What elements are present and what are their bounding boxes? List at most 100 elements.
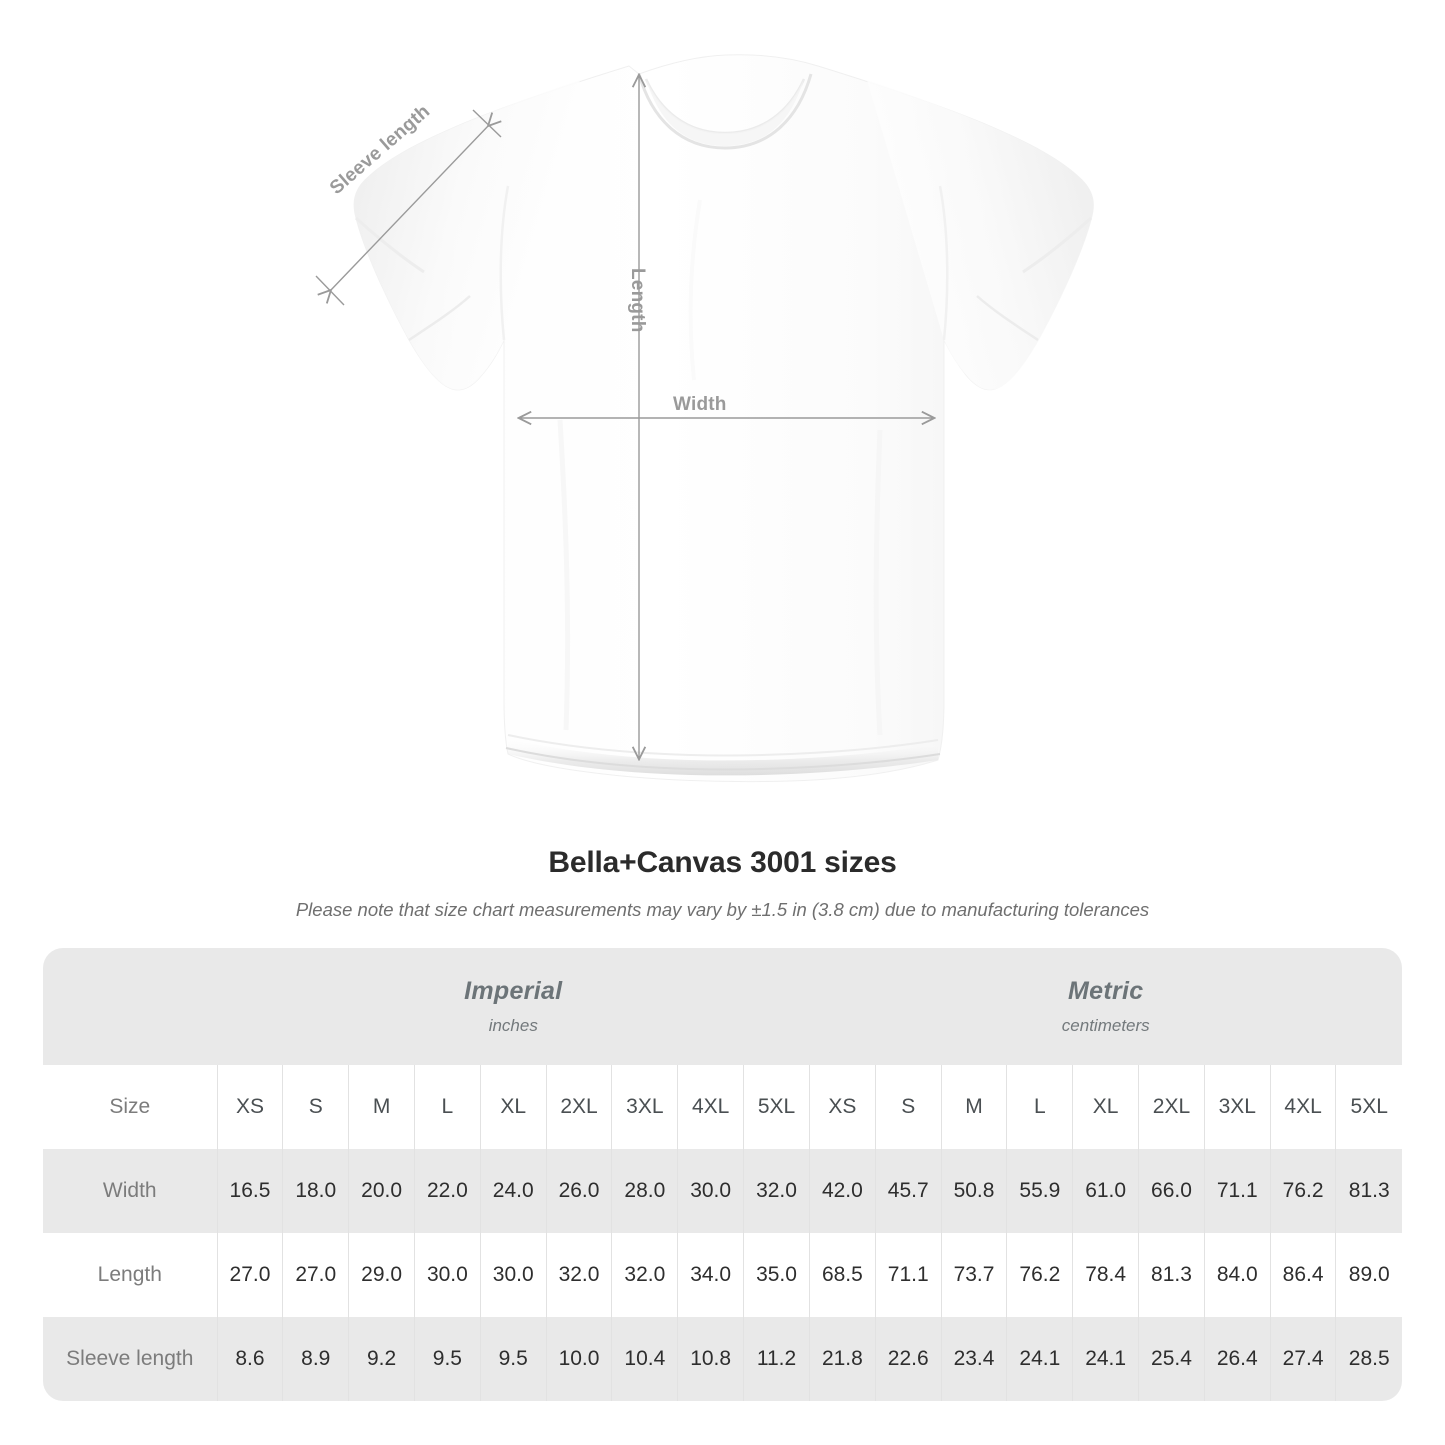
row-label-sleeve-length: Sleeve length (43, 1317, 218, 1401)
cell-length-met-3: 76.2 (1006, 1233, 1073, 1317)
page-title: Bella+Canvas 3001 sizes (548, 846, 897, 879)
size-header-row: Size XS S M L XL 2XL 3XL 4XL 5XL XS S M … (43, 1065, 1402, 1149)
tshirt-diagram: Sleeve length Length Width (315, 54, 1094, 783)
cell-width-met-0: 42.0 (808, 1149, 876, 1233)
cell-sleeve-met-1: 22.6 (874, 1317, 942, 1401)
cell-width-met-7: 76.2 (1269, 1149, 1336, 1233)
cell-length-imp-6: 32.0 (611, 1233, 678, 1317)
tolerance-note: Please note that size chart measurements… (295, 899, 1150, 920)
cell-sleeve-met-4: 24.1 (1072, 1317, 1139, 1401)
cell-length-met-2: 73.7 (940, 1233, 1007, 1317)
size-col-imp-4: XL (479, 1065, 547, 1149)
cell-sleeve-imp-8: 11.2 (743, 1317, 810, 1401)
cell-sleeve-imp-6: 10.4 (611, 1317, 678, 1401)
cell-sleeve-met-6: 26.4 (1203, 1317, 1271, 1401)
cell-sleeve-imp-0: 8.6 (216, 1317, 283, 1401)
size-col-imp-3: L (413, 1065, 481, 1149)
cell-length-met-8: 89.0 (1335, 1233, 1402, 1317)
row-label-width: Width (43, 1149, 218, 1233)
size-col-imp-5: 2XL (545, 1065, 612, 1149)
length-label: Length (627, 268, 648, 333)
width-label: Width (673, 394, 727, 415)
cell-sleeve-imp-3: 9.5 (413, 1317, 481, 1401)
unit-system-row: Imperial inches Metric centimeters (43, 948, 1402, 1065)
cell-length-imp-3: 30.0 (413, 1233, 481, 1317)
size-col-imp-8: 5XL (743, 1065, 810, 1149)
size-table-container: Imperial inches Metric centimeters Size … (43, 948, 1402, 1401)
metric-label: Metric (1068, 977, 1144, 1005)
cell-sleeve-met-0: 21.8 (808, 1317, 876, 1401)
cell-length-met-6: 84.0 (1203, 1233, 1271, 1317)
size-col-met-8: 5XL (1335, 1065, 1402, 1149)
cell-length-imp-4: 30.0 (479, 1233, 547, 1317)
cell-length-imp-8: 35.0 (743, 1233, 810, 1317)
imperial-label: Imperial (464, 977, 563, 1005)
cell-width-met-4: 61.0 (1072, 1149, 1139, 1233)
size-col-imp-6: 3XL (611, 1065, 678, 1149)
cell-length-met-4: 78.4 (1072, 1233, 1139, 1317)
cell-width-met-5: 66.0 (1138, 1149, 1205, 1233)
cell-length-imp-1: 27.0 (282, 1233, 349, 1317)
dimension-lines (315, 76, 933, 758)
cell-sleeve-met-5: 25.4 (1138, 1317, 1205, 1401)
size-col-imp-2: M (348, 1065, 415, 1149)
cell-length-met-7: 86.4 (1269, 1233, 1336, 1317)
cell-sleeve-imp-5: 10.0 (545, 1317, 612, 1401)
cell-width-imp-8: 32.0 (743, 1149, 810, 1233)
cell-width-met-1: 45.7 (874, 1149, 942, 1233)
cell-width-imp-7: 30.0 (677, 1149, 744, 1233)
metric-unit: centimeters (1061, 1016, 1150, 1035)
cell-sleeve-imp-1: 8.9 (282, 1317, 349, 1401)
cell-width-met-8: 81.3 (1335, 1149, 1402, 1233)
size-col-met-5: 2XL (1138, 1065, 1205, 1149)
unit-spacer-cell (43, 948, 218, 1065)
cell-sleeve-met-7: 27.4 (1269, 1317, 1336, 1401)
sleeve-arrow (330, 125, 489, 291)
cell-width-met-2: 50.8 (940, 1149, 1007, 1233)
cell-width-imp-0: 16.5 (216, 1149, 283, 1233)
cell-length-met-0: 68.5 (808, 1233, 876, 1317)
cell-width-imp-5: 26.0 (545, 1149, 612, 1233)
title-block: Bella+Canvas 3001 sizes Please note that… (0, 846, 1445, 921)
cell-sleeve-imp-2: 9.2 (348, 1317, 415, 1401)
cell-sleeve-met-8: 28.5 (1335, 1317, 1402, 1401)
size-col-imp-0: XS (216, 1065, 283, 1149)
cell-width-met-6: 71.1 (1203, 1149, 1271, 1233)
size-col-met-4: XL (1072, 1065, 1139, 1149)
table-row: Width 16.5 18.0 20.0 22.0 24.0 26.0 28.0… (43, 1149, 1402, 1233)
cell-sleeve-met-2: 23.4 (940, 1317, 1007, 1401)
size-col-met-2: M (940, 1065, 1007, 1149)
size-row-label: Size (43, 1065, 218, 1149)
cell-length-imp-7: 34.0 (677, 1233, 744, 1317)
cell-width-imp-6: 28.0 (611, 1149, 678, 1233)
cell-width-met-3: 55.9 (1006, 1149, 1073, 1233)
imperial-unit: inches (488, 1016, 538, 1035)
cell-width-imp-1: 18.0 (282, 1149, 349, 1233)
row-label-length: Length (43, 1233, 218, 1317)
cell-length-imp-0: 27.0 (216, 1233, 283, 1317)
cell-width-imp-2: 20.0 (348, 1149, 415, 1233)
unit-metric-cell: Metric centimeters (809, 948, 1402, 1065)
sleeve-tick-top (472, 109, 502, 138)
cell-width-imp-4: 24.0 (479, 1149, 547, 1233)
size-col-met-0: XS (808, 1065, 876, 1149)
cell-length-met-1: 71.1 (874, 1233, 942, 1317)
cell-length-imp-2: 29.0 (348, 1233, 415, 1317)
size-col-met-1: S (874, 1065, 942, 1149)
cell-sleeve-met-3: 24.1 (1006, 1317, 1073, 1401)
size-col-met-3: L (1006, 1065, 1073, 1149)
sleeve-tick-bottom (315, 275, 345, 306)
unit-imperial-cell: Imperial inches (217, 948, 810, 1065)
size-col-met-7: 4XL (1269, 1065, 1336, 1149)
size-col-imp-7: 4XL (677, 1065, 744, 1149)
cell-sleeve-imp-4: 9.5 (479, 1317, 547, 1401)
cell-length-met-5: 81.3 (1138, 1233, 1205, 1317)
cell-sleeve-imp-7: 10.8 (677, 1317, 744, 1401)
size-col-imp-1: S (282, 1065, 349, 1149)
table-row: Length 27.0 27.0 29.0 30.0 30.0 32.0 32.… (43, 1233, 1402, 1317)
size-table: Imperial inches Metric centimeters Size … (43, 948, 1402, 1401)
size-col-met-6: 3XL (1203, 1065, 1271, 1149)
cell-width-imp-3: 22.0 (413, 1149, 481, 1233)
table-row: Sleeve length 8.6 8.9 9.2 9.5 9.5 10.0 1… (43, 1317, 1402, 1401)
